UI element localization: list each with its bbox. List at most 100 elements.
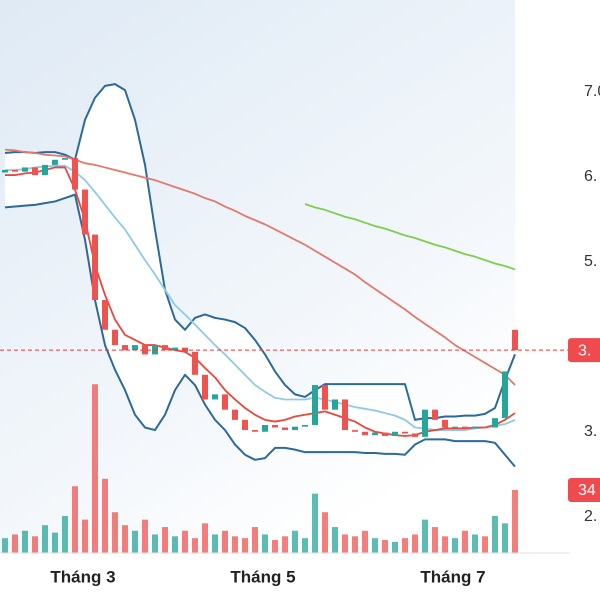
volume-bar	[302, 538, 308, 553]
volume-bar	[272, 540, 278, 553]
y-tick-label: 6.	[584, 168, 597, 185]
volume-bar	[412, 534, 418, 553]
band-fill	[5, 84, 515, 467]
volume-bar	[232, 536, 238, 553]
candle	[242, 419, 248, 431]
y-tick-label: 5.	[584, 253, 597, 270]
candle	[452, 426, 458, 429]
candle	[282, 427, 288, 431]
candle	[372, 432, 378, 436]
volume-bar	[212, 534, 218, 553]
candle	[442, 419, 448, 428]
candle	[52, 159, 58, 165]
volume-bar	[292, 530, 298, 553]
candle	[212, 394, 218, 400]
volume-bar	[142, 519, 148, 553]
indicator-line	[5, 166, 516, 437]
candle	[382, 432, 388, 437]
candle	[462, 426, 468, 429]
candle	[292, 426, 298, 431]
volume-tag-label: 34	[578, 482, 596, 499]
candle	[112, 329, 118, 346]
candle	[482, 426, 488, 429]
candle	[22, 167, 28, 172]
candle	[42, 164, 48, 176]
x-tick-label: Tháng 5	[230, 567, 295, 586]
volume-bar	[242, 538, 248, 553]
x-tick-label: Tháng 3	[50, 567, 115, 586]
volume-bar	[162, 527, 168, 553]
price-tag-label: 3.	[578, 342, 591, 359]
volume-bar	[12, 534, 18, 553]
candle	[432, 409, 438, 420]
volume-bar	[152, 534, 158, 553]
volume-bar	[352, 536, 358, 553]
candle	[422, 409, 428, 437]
volume-bar	[262, 534, 268, 553]
volume-bar	[172, 536, 178, 553]
volume-bar	[462, 530, 468, 553]
volume-bar	[102, 478, 108, 553]
volume-bar	[392, 541, 398, 553]
volume-bar	[382, 540, 388, 553]
candle	[342, 399, 348, 431]
volume-bar	[432, 527, 438, 553]
candle	[312, 385, 318, 425]
volume-bar	[312, 493, 318, 553]
candle	[132, 345, 138, 351]
volume-bar	[452, 538, 458, 553]
volume-bar	[342, 534, 348, 553]
volume-bar	[92, 384, 98, 553]
volume-bar	[222, 530, 228, 553]
candle	[202, 374, 208, 400]
volume-bar	[422, 519, 428, 553]
volume-bar	[252, 527, 258, 553]
candle	[222, 394, 228, 410]
x-tick-label: Tháng 7	[420, 567, 485, 586]
candle	[232, 409, 238, 420]
volume-bar	[402, 538, 408, 553]
candle	[472, 426, 478, 429]
candle	[402, 431, 408, 434]
candle	[362, 431, 368, 436]
volume-bar	[282, 536, 288, 553]
candle	[62, 158, 68, 160]
volume-bar	[492, 515, 498, 553]
volume-bar	[512, 489, 518, 553]
candle	[2, 169, 8, 173]
volume-bar	[322, 512, 328, 553]
volume-bar	[502, 523, 508, 553]
volume-bar	[202, 523, 208, 553]
volume-bar	[22, 530, 28, 553]
indicator-line	[4, 193, 516, 468]
volume-bar	[82, 519, 88, 553]
indicator-line	[304, 203, 516, 271]
y-tick-label: 3.	[584, 423, 597, 440]
volume-bar	[32, 536, 38, 553]
volume-bar	[132, 530, 138, 553]
volume-bar	[62, 515, 68, 553]
y-tick-label: 7.0	[584, 83, 600, 100]
volume-bar	[112, 512, 118, 553]
candle	[142, 345, 148, 355]
volume-bar	[372, 538, 378, 553]
volume-bar	[362, 530, 368, 553]
volume-bar	[472, 534, 478, 553]
volume-bar	[192, 538, 198, 553]
candle	[122, 345, 128, 351]
volume-bar	[442, 536, 448, 553]
candle	[262, 424, 268, 432]
indicator-line	[5, 164, 516, 431]
volume-bar	[52, 532, 58, 553]
candle	[392, 431, 398, 437]
candle	[352, 430, 358, 432]
candle	[12, 169, 18, 172]
candle	[72, 158, 78, 190]
volume-bar	[72, 486, 78, 553]
candle	[512, 329, 518, 351]
volume-bar	[2, 538, 8, 553]
candle	[82, 189, 88, 235]
candle	[492, 418, 498, 428]
